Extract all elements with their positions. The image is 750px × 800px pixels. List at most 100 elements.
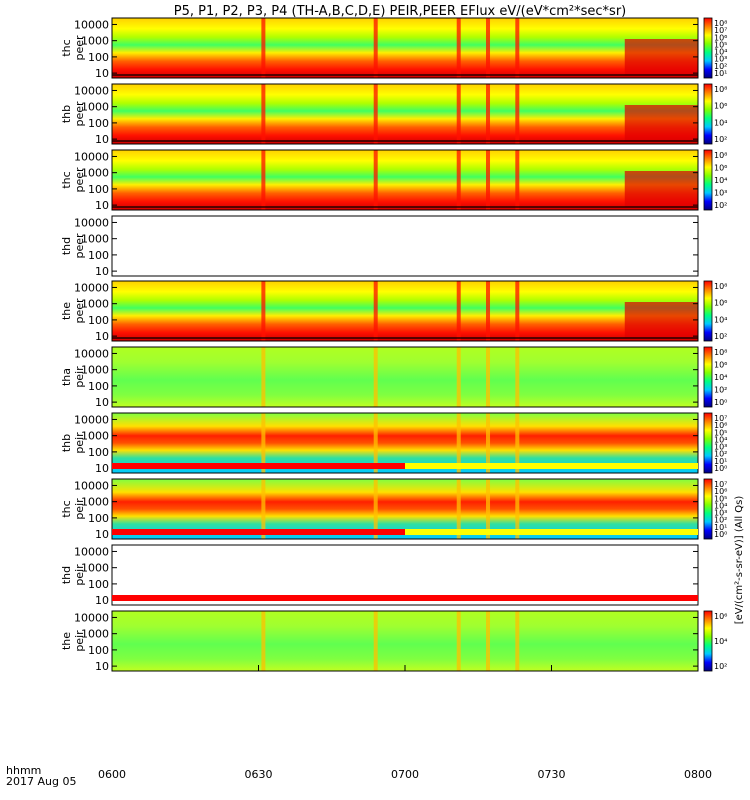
status-bar	[112, 595, 698, 601]
late-enhancement	[624, 105, 698, 141]
colorbar-tick-label: 10⁴	[714, 435, 727, 444]
y-tick-label: 100	[88, 249, 109, 262]
colorbar-tick-label: 10⁴	[714, 176, 727, 185]
colorbar-tick-label: 10²	[714, 516, 727, 525]
y-tick-label: 100	[88, 446, 109, 459]
status-bar	[112, 463, 405, 469]
colorbar-tick-label: 10³	[714, 509, 727, 518]
colorbar-tick-label: 10⁸	[714, 348, 727, 357]
y-tick-label: 100	[88, 578, 109, 591]
panel-frame	[111, 17, 699, 79]
colorbar-tick-label: 10⁰	[714, 530, 727, 539]
flux-spike	[456, 479, 461, 539]
flux-spike	[456, 150, 461, 210]
panel-product-label: peer	[73, 101, 86, 127]
colorbar	[703, 610, 713, 672]
panel-product-label: peer	[73, 233, 86, 259]
y-tick-label: 1000	[81, 167, 109, 180]
panel-frame	[111, 478, 699, 540]
flux-spike	[515, 479, 520, 539]
flux-spike	[373, 281, 378, 341]
y-tick-label: 10000	[74, 413, 109, 426]
y-tick-label: 10	[95, 265, 109, 278]
late-enhancement	[624, 171, 698, 207]
colorbar-unit-label: [eV/(cm²-s-sr-eV)] (All Qs)	[734, 496, 745, 625]
panel-product-label: peer	[73, 167, 86, 193]
colorbar	[703, 17, 713, 79]
panel-frame	[111, 412, 699, 474]
flux-spike	[456, 84, 461, 144]
x-tick-label: 0700	[391, 768, 419, 781]
colorbar-tick-label: 10⁶	[714, 421, 727, 430]
x-tick-label: 0730	[538, 768, 566, 781]
flux-spike	[261, 479, 266, 539]
colorbar-tick-label: 10⁰	[714, 464, 727, 473]
colorbar-tick-label: 10³	[714, 443, 727, 452]
colorbar-tick-label: 10⁶	[714, 299, 727, 308]
colorbar-tick-label: 10³	[714, 55, 727, 64]
colorbar-tick-label: 10⁸	[714, 19, 727, 28]
y-tick-label: 10000	[74, 150, 109, 163]
colorbar-tick-label: 10²	[714, 332, 727, 341]
panel-product-label: peir	[73, 498, 86, 520]
colorbar-tick-label: 10⁵	[714, 494, 727, 503]
flux-spike	[486, 281, 491, 341]
late-enhancement	[624, 302, 698, 338]
spectrogram-panel: 10000 1000 100 10 thc peer 10⁸ 10⁶ 10⁴ 10³ 10²	[60, 149, 727, 212]
heatmap-body	[112, 347, 698, 407]
flux-spike	[515, 281, 520, 341]
y-tick-label: 10	[95, 462, 109, 475]
late-enhancement	[624, 39, 698, 75]
colorbar-tick-label: 10⁰	[714, 398, 727, 407]
flux-spike	[261, 347, 266, 407]
x-tick-label: 0630	[245, 768, 273, 781]
status-bar	[112, 529, 405, 535]
y-tick-label: 10000	[74, 84, 109, 97]
y-tick-label: 1000	[81, 562, 109, 575]
y-tick-label: 10000	[74, 18, 109, 31]
y-tick-label: 10	[95, 133, 109, 146]
colorbar-tick-label: 10⁴	[714, 501, 727, 510]
y-tick-label: 100	[88, 183, 109, 196]
colorbar-tick-label: 10⁶	[714, 164, 727, 173]
colorbar-tick-label: 10⁶	[714, 361, 727, 370]
panel-product-label: peir	[73, 564, 86, 586]
colorbar	[703, 280, 713, 342]
flux-spike	[486, 84, 491, 144]
colorbar	[703, 412, 713, 474]
panel-probe-label: the	[60, 632, 73, 650]
panel-frame	[111, 280, 699, 342]
colorbar-tick-label: 10⁸	[714, 85, 727, 94]
heatmap-body	[112, 18, 698, 78]
panel-probe-label: thb	[60, 105, 73, 123]
panel-product-label: peir	[73, 366, 86, 388]
flux-spike	[486, 150, 491, 210]
y-tick-label: 10	[95, 660, 109, 673]
flux-spike	[456, 347, 461, 407]
y-tick-label: 100	[88, 117, 109, 130]
y-tick-label: 10000	[74, 281, 109, 294]
colorbar-tick-label: 10⁷	[714, 414, 727, 423]
colorbar-tick-label: 10⁷	[714, 26, 727, 35]
colorbar-tick-label: 10⁵	[714, 40, 727, 49]
spectrogram-panel: 10000 1000 100 10 the peir 10⁶ 10⁴ 10²	[60, 610, 727, 673]
colorbar-tick-label: 10⁶	[714, 612, 727, 621]
flux-spike	[515, 18, 520, 78]
y-tick-label: 10	[95, 594, 109, 607]
colorbar-tick-label: 10¹	[714, 457, 727, 466]
spectrogram-panel: 10000 1000 100 10 thb peer 10⁸ 10⁶ 10⁴ 10²	[60, 83, 727, 146]
flux-spike	[515, 347, 520, 407]
y-tick-label: 1000	[81, 233, 109, 246]
colorbar-tick-label: 10⁴	[714, 373, 727, 382]
y-tick-label: 1000	[81, 430, 109, 443]
panel-product-label: peer	[73, 35, 86, 61]
heatmap-body	[112, 216, 698, 276]
panel-probe-label: thd	[60, 237, 73, 255]
flux-spike	[261, 413, 266, 473]
y-tick-label: 1000	[81, 101, 109, 114]
y-tick-label: 100	[88, 51, 109, 64]
colorbar-tick-label: 10⁴	[714, 118, 727, 127]
flux-spike	[515, 611, 520, 671]
y-tick-label: 1000	[81, 628, 109, 641]
